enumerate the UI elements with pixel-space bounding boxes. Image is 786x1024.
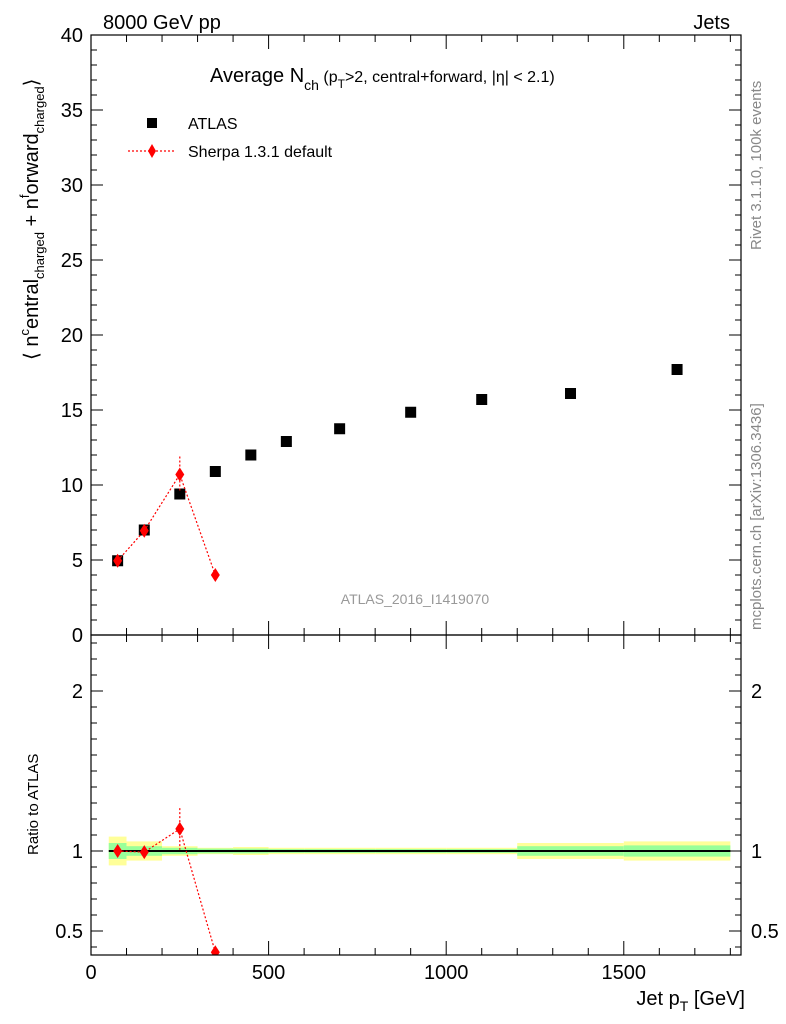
atlas-data-point bbox=[174, 488, 186, 500]
atlas-data-point bbox=[565, 388, 577, 399]
sherpa-main-data-point bbox=[210, 568, 220, 582]
ratio-y-tick-label-right: 2 bbox=[751, 681, 762, 703]
ratio-y-tick-label: 2 bbox=[72, 681, 83, 703]
process-label: Jets bbox=[693, 12, 730, 34]
sherpa-ratio-line bbox=[117, 827, 216, 953]
main-y-tick-label: 30 bbox=[61, 175, 83, 197]
sherpa-ratio-data-point bbox=[139, 845, 149, 860]
legend: ATLAS Sherpa 1.3.1 default bbox=[128, 116, 333, 161]
energy-label: 8000 GeV pp bbox=[103, 12, 221, 34]
sherpa-main-line bbox=[117, 473, 216, 576]
x-tick-label: 1000 bbox=[424, 962, 469, 984]
sherpa-main-data-point bbox=[113, 553, 123, 568]
main-data-layer bbox=[112, 364, 683, 582]
main-y-tick-label: 15 bbox=[61, 400, 83, 422]
main-y-tick-label: 0 bbox=[72, 625, 83, 647]
sherpa-ratio-data-point bbox=[210, 945, 220, 955]
legend-atlas-marker bbox=[147, 118, 157, 128]
main-y-tick-label: 20 bbox=[61, 325, 83, 347]
x-tick-label: 500 bbox=[252, 962, 285, 984]
ratio-data-layer bbox=[108, 808, 731, 955]
axes-layer: 0 5 10 15 20 25 30 35 40 0 500 1000 1500 0.5 0.5 1 1 2 2 bbox=[55, 25, 779, 984]
legend-sherpa-marker bbox=[148, 144, 156, 158]
ratio-y-tick-label-right: 1 bbox=[751, 841, 762, 863]
atlas-data-point bbox=[334, 423, 346, 435]
sherpa-ratio-data-point bbox=[175, 821, 185, 836]
sherpa-main-data-point bbox=[139, 523, 149, 538]
title-suffix-b: >2, central+forward, |η| < 2.1) bbox=[345, 69, 555, 86]
x-axis-label: Jet pT [GeV] bbox=[636, 988, 745, 1014]
main-y-tick-label: 40 bbox=[61, 25, 83, 47]
main-y-axis-label: ⟨ ncentralcharged + nforwardcharged⟩ bbox=[17, 79, 47, 360]
x-tick-label: 0 bbox=[85, 962, 96, 984]
atlas-data-point bbox=[671, 364, 683, 375]
ratio-y-tick-label-right: 0.5 bbox=[751, 921, 779, 943]
rivet-version-text: Rivet 3.1.10, 100k events bbox=[748, 81, 765, 250]
main-y-tick-label: 10 bbox=[61, 475, 83, 497]
ratio-y-tick-label: 1 bbox=[72, 841, 83, 863]
main-y-tick-label: 5 bbox=[72, 550, 83, 572]
title-suffix-subscript: T bbox=[338, 77, 346, 91]
title-suffix-a: (p bbox=[319, 69, 338, 86]
mcplots-source-text: mcplots.cern.ch [arXiv:1306.3436] bbox=[748, 403, 765, 630]
atlas-data-point bbox=[476, 394, 488, 405]
title-subscript: ch bbox=[304, 77, 319, 93]
legend-sherpa-label: Sherpa 1.3.1 default bbox=[188, 144, 333, 161]
atlas-data-point bbox=[405, 406, 417, 418]
sherpa-main-data-point bbox=[175, 467, 185, 482]
x-tick-label: 1500 bbox=[602, 962, 647, 984]
ratio-y-axis-label: Ratio to ATLAS bbox=[25, 754, 42, 855]
atlas-data-point bbox=[245, 449, 257, 461]
legend-atlas-label: ATLAS bbox=[188, 116, 238, 133]
ratio-y-tick-label: 0.5 bbox=[55, 921, 83, 943]
ratio-sherpa-group bbox=[113, 808, 220, 955]
main-y-tick-label: 35 bbox=[61, 100, 83, 122]
main-plot-title: Average Nch (pT>2, central+forward, |η| … bbox=[210, 65, 555, 93]
sherpa-ratio-data-point bbox=[113, 844, 123, 858]
ratio-frame bbox=[90, 634, 742, 956]
atlas-data-point bbox=[280, 436, 292, 447]
main-y-tick-label: 25 bbox=[61, 250, 83, 272]
atlas-data-point bbox=[209, 466, 221, 477]
analysis-watermark: ATLAS_2016_I1419070 bbox=[341, 591, 490, 607]
title-text: Average N bbox=[210, 65, 304, 87]
